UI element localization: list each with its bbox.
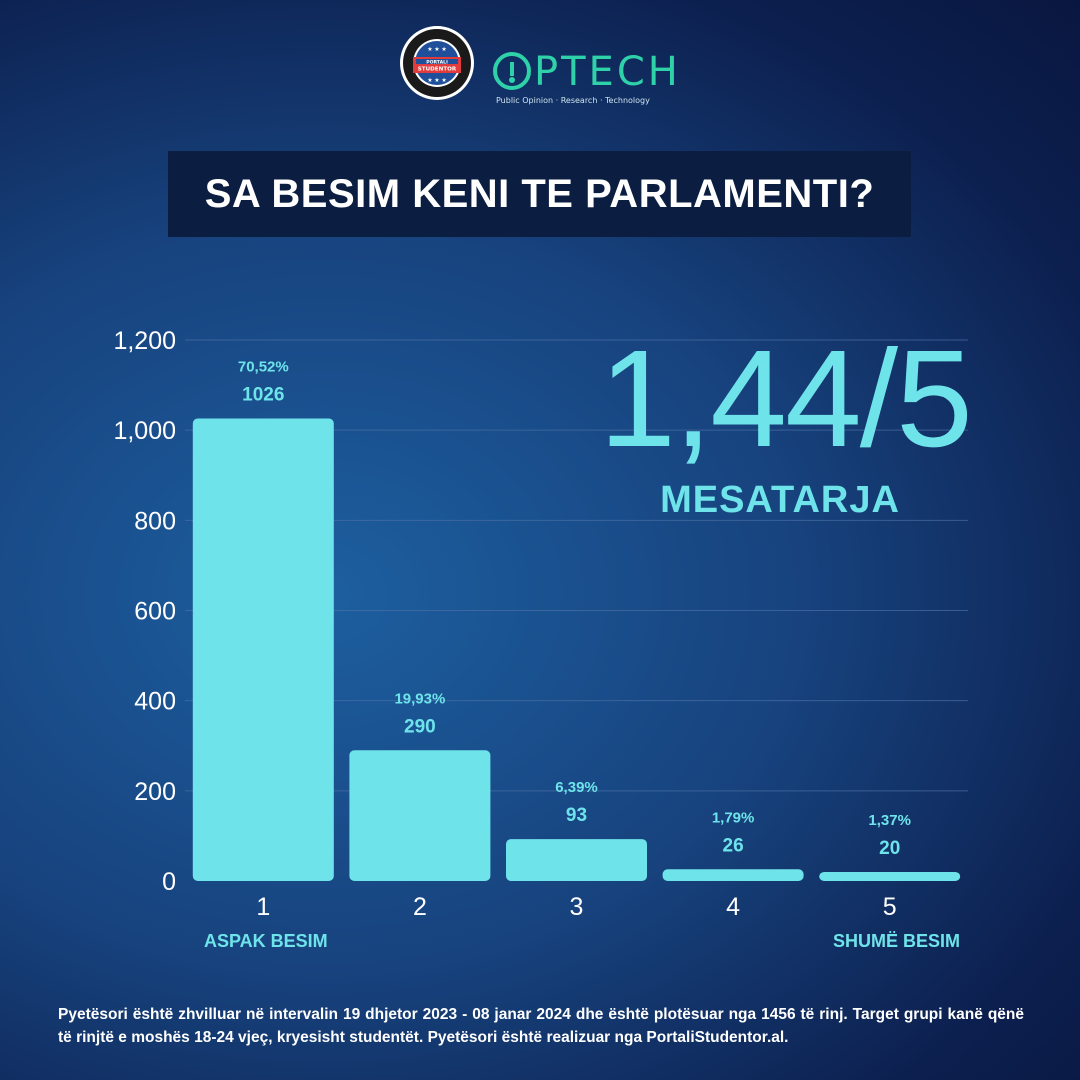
survey-footnote: Pyetësori është zhvilluar në intervalin … <box>58 1006 1024 1046</box>
svg-text:★ ★ ★: ★ ★ ★ <box>427 77 446 84</box>
bar-percent-label: 19,93% <box>394 690 445 707</box>
bar-percent-label: 70,52% <box>238 358 289 375</box>
bar-percent-label: 1,37% <box>868 812 911 829</box>
svg-text:PORTALI: PORTALI <box>426 60 448 66</box>
y-tick-label: 1,200 <box>113 327 176 355</box>
bar <box>506 839 647 881</box>
bar <box>349 750 491 881</box>
x-tick-label: 1 <box>256 893 270 921</box>
y-tick-label: 400 <box>134 688 176 716</box>
y-tick-label: 0 <box>162 868 176 896</box>
svg-text:STUDENTOR: STUDENTOR <box>418 67 457 73</box>
bar <box>662 869 804 881</box>
x-tick-label: 2 <box>413 893 427 921</box>
average-value: 1,44/5 <box>599 322 973 476</box>
svg-text:★ ★ ★: ★ ★ ★ <box>427 46 446 53</box>
bar-value-label: 93 <box>566 805 587 826</box>
scale-high-label: SHUMË BESIM <box>833 931 961 951</box>
x-tick-label: 3 <box>570 893 584 921</box>
bar-value-label: 1026 <box>242 384 284 405</box>
svg-text:PTECH: PTECH <box>534 49 681 95</box>
svg-text:Public Opinion · Research · Te: Public Opinion · Research · Technology <box>496 96 650 105</box>
optech-logo: PTECH Public Opinion · Research · Techno… <box>493 49 681 105</box>
bar-value-label: 290 <box>404 716 436 737</box>
bar-value-label: 20 <box>879 838 900 859</box>
x-tick-label: 4 <box>726 893 740 921</box>
y-tick-label: 800 <box>134 507 176 535</box>
logo-bar: PORTALI STUDENTOR ★ ★ ★ ★ ★ ★ PTECH Publ… <box>0 22 1080 108</box>
bar-percent-label: 6,39% <box>555 779 598 796</box>
title-banner: SA BESIM KENI TE PARLAMENTI? <box>168 151 911 237</box>
y-tick-label: 1,000 <box>113 417 176 445</box>
chart-title: SA BESIM KENI TE PARLAMENTI? <box>204 171 875 216</box>
scale-low-label: ASPAK BESIM <box>204 931 328 951</box>
bar-percent-label: 1,79% <box>712 809 755 826</box>
y-tick-label: 200 <box>134 778 176 806</box>
average-label: MESATARJA <box>660 479 900 521</box>
bar-value-label: 26 <box>723 835 744 856</box>
x-tick-label: 5 <box>883 893 897 921</box>
bar <box>192 418 334 881</box>
portali-studentor-seal-logo: PORTALI STUDENTOR ★ ★ ★ ★ ★ ★ <box>400 26 474 100</box>
y-tick-label: 600 <box>134 598 176 626</box>
bar <box>819 871 961 881</box>
